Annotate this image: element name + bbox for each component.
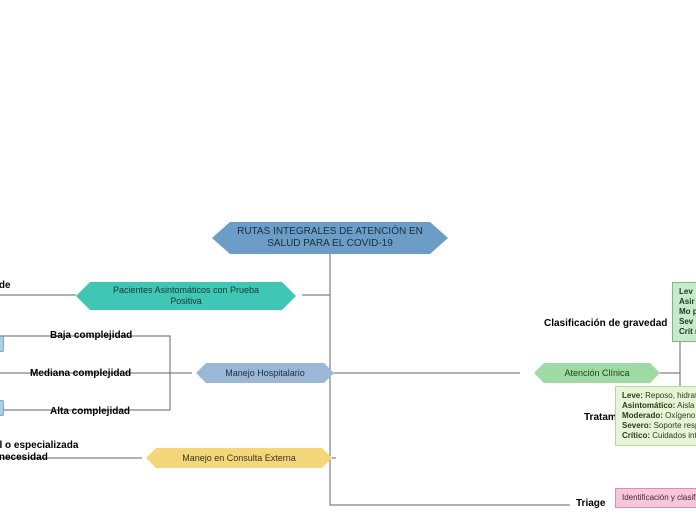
label-clasificacion: Clasificación de gravedad [544, 318, 667, 329]
label-clinica: Atención Clínica [564, 368, 629, 379]
box-tratamiento: Leve: Reposo, hidratacAsintomático: Aisl… [615, 386, 696, 446]
label-alta: Alta complejidad [50, 406, 130, 417]
connector-layer [0, 0, 696, 520]
label-mediana: Mediana complejidad [30, 368, 131, 379]
partial-text-asint: o de [0, 280, 11, 291]
label-baja: Baja complejidad [50, 330, 132, 341]
node-externa: Manejo en Consulta Externa [156, 448, 322, 468]
partial-text-externa: ral o especializada n necesidad [0, 440, 78, 464]
label-hospitalario: Manejo Hospitalario [225, 368, 305, 379]
node-clinica: Atención Clínica [544, 363, 650, 383]
box-triage: Identificación y clasificació gravedad. [615, 488, 696, 508]
node-hospitalario: Manejo Hospitalario [206, 363, 324, 383]
badge-baja [0, 336, 4, 352]
root-node: RUTAS INTEGRALES DE ATENCIÓN EN SALUD PA… [230, 222, 430, 254]
box-clasificacion: Lev Asir posit Mo pers Sev Crít mult [672, 282, 696, 342]
root-label: RUTAS INTEGRALES DE ATENCIÓN EN SALUD PA… [236, 226, 424, 250]
node-asintomaticos: Pacientes Asintomáticos con Prueba Posit… [90, 282, 282, 310]
label-asintomaticos: Pacientes Asintomáticos con Prueba Posit… [96, 285, 276, 307]
badge-alta [0, 400, 4, 416]
label-externa: Manejo en Consulta Externa [182, 453, 296, 464]
label-triage: Triage [576, 498, 605, 509]
